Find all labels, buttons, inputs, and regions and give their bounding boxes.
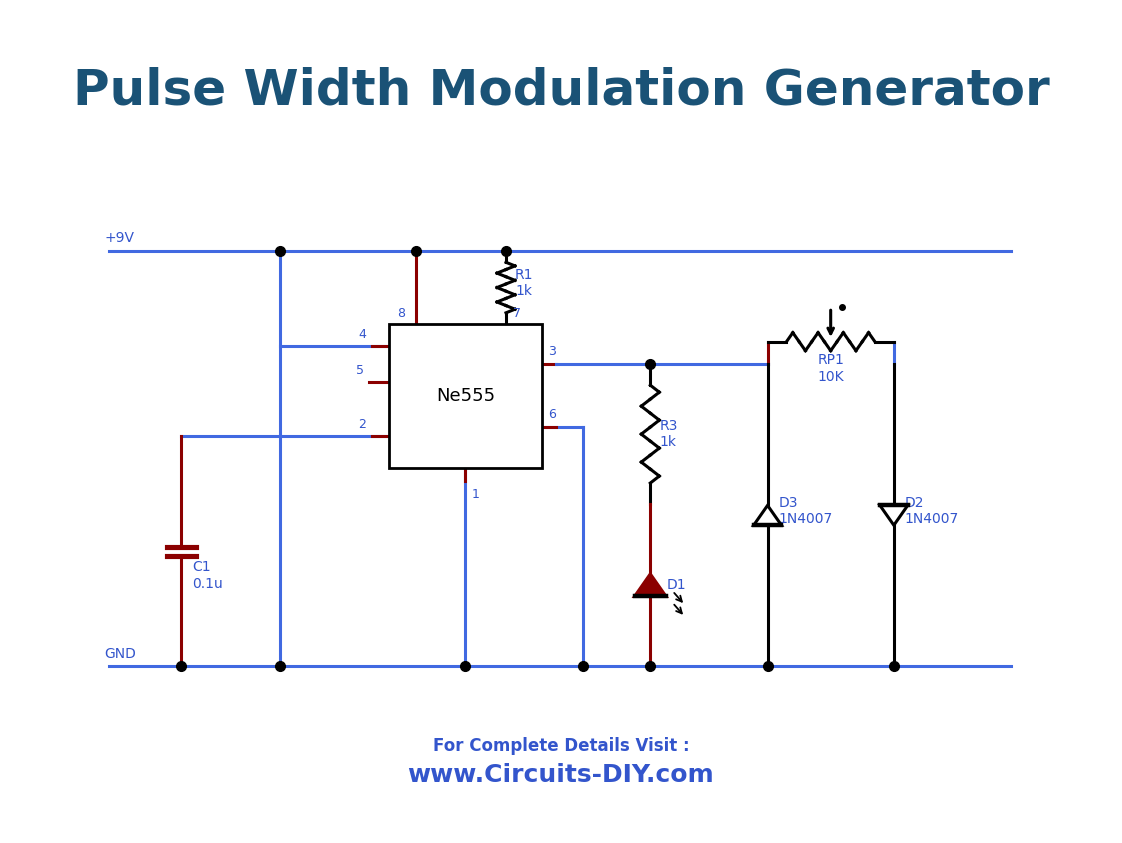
Text: www.Circuits-DIY.com: www.Circuits-DIY.com [407,763,715,787]
Text: 4: 4 [358,328,366,341]
Polygon shape [635,574,666,597]
Text: 5: 5 [357,364,365,377]
Text: 1: 1 [471,488,479,501]
Text: For Complete Details Visit :: For Complete Details Visit : [433,737,689,754]
Text: D1: D1 [666,578,687,593]
Text: D3
1N4007: D3 1N4007 [779,496,833,526]
Text: +9V: +9V [104,231,135,245]
Text: 6: 6 [549,408,557,421]
Text: RP1
10K: RP1 10K [817,353,844,384]
Text: R1
1k: R1 1k [515,268,533,298]
Bar [388,324,542,468]
Polygon shape [880,506,908,525]
Text: D2
1N4007: D2 1N4007 [904,496,959,526]
Text: 7: 7 [513,307,522,320]
Text: C1
0.1u: C1 0.1u [192,561,223,591]
Text: 8: 8 [397,307,405,320]
Text: GND: GND [104,647,137,661]
Text: R3
1k: R3 1k [660,419,678,449]
Text: 2: 2 [358,418,366,431]
Text: Ne555: Ne555 [435,387,495,405]
Polygon shape [754,506,781,525]
Text: 3: 3 [549,345,557,358]
Text: Pulse Width Modulation Generator: Pulse Width Modulation Generator [73,67,1049,115]
